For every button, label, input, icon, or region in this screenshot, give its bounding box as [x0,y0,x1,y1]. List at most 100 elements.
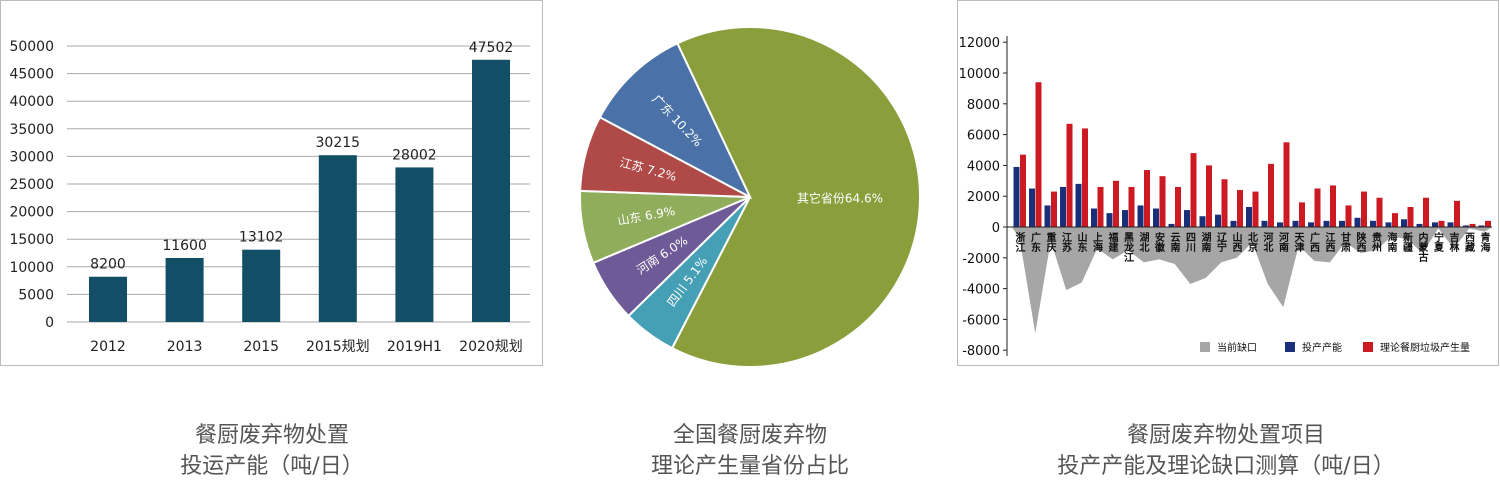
y-tick-label: -2000 [962,252,1000,267]
capacity-bar [1370,220,1376,227]
x-tick-label: 湖北 [1137,231,1149,253]
x-tick-label: 2012 [90,339,126,355]
capacity-bar [1029,188,1035,227]
theoretical-bar [1097,186,1104,227]
capacity-bar [1447,222,1454,227]
theoretical-bar [1361,191,1367,227]
x-tick-label: 2020规划 [459,339,523,355]
y-tick-label: 10000 [9,260,54,276]
capacity-bar [1292,220,1299,227]
capacity-bar [1416,223,1423,227]
pie-slice [598,41,753,200]
y-tick-label: 2000 [967,190,1000,205]
bar [318,155,357,322]
data-label: 30215 [316,135,361,151]
bar [242,249,281,322]
capacity-bar [1401,219,1407,227]
theoretical-bar [1113,180,1119,227]
caption-line: 餐厨废弃物处置 [194,423,349,448]
capacity-bar [1230,220,1237,227]
caption-line: 投产产能及理论缺口测算（吨/日） [1057,454,1395,479]
x-tick-label: 海南 [1385,231,1397,253]
legend-label: 当前缺口 [1217,341,1257,354]
y-tick-label: 25000 [9,177,54,193]
theoretical-bar [1144,170,1150,227]
capacity-bar [1354,217,1361,227]
capacity-bar [1277,222,1283,227]
theoretical-bar [1051,191,1057,227]
theoretical-bar [1392,213,1398,227]
theoretical-bar [1485,220,1491,227]
theoretical-bar [1330,185,1336,227]
theoretical-bar [1469,223,1476,227]
chart2-caption: 全国餐厨废弃物 理论产生量省份占比 [570,420,930,482]
capacity-bar [1385,222,1392,227]
pie-slice [670,26,921,368]
capacity-bar [1060,186,1066,227]
y-tick-label: -4000 [962,283,1000,298]
capacity-bar [1137,205,1144,227]
x-tick-label: 宁夏 [1432,231,1445,253]
theoretical-bar [1128,186,1135,227]
chart1-frame [0,0,543,366]
caption-line: 全国餐厨废弃物 [672,423,827,448]
x-tick-label: 四川 [1184,232,1197,253]
x-tick-label: 2015 [243,339,279,355]
capacity-bar [1463,225,1469,227]
x-tick-label: 2013 [167,339,203,355]
gap-area [1012,227,1493,334]
bar [395,167,434,322]
y-tick-label: 40000 [9,94,54,110]
x-tick-label: 天津 [1292,232,1304,253]
x-tick-label: 陕西 [1354,231,1366,253]
theoretical-bar [1299,202,1305,227]
theoretical-bar [1423,197,1429,227]
capacity-bar [1168,223,1175,227]
theoretical-bar [1283,142,1290,227]
x-tick-label: 福建 [1106,231,1119,253]
caption-line: 投运产能（吨/日） [180,454,364,479]
y-tick-label: 15000 [9,232,54,248]
chart3-frame [957,0,1499,366]
legend-label: 理论餐厨垃圾产生量 [1380,341,1470,354]
capacity-bar [1091,208,1097,227]
x-tick-label: 湖南 [1199,231,1211,253]
y-tick-label: 6000 [967,129,1000,144]
y-tick-label: 5000 [18,287,54,303]
x-tick-label: 安徽 [1153,231,1166,253]
y-tick-label: 4000 [967,159,1000,174]
theoretical-bar [1175,186,1181,227]
x-tick-label: 2019H1 [387,339,442,355]
capacity-bar [1106,213,1113,227]
data-label: 8200 [90,257,126,273]
theoretical-bar [1454,200,1460,227]
y-tick-label: 10000 [959,67,1000,82]
x-tick-label: 江西 [1323,231,1335,253]
y-tick-label: 8000 [967,98,1000,113]
x-tick-label: 黑龙江 [1122,232,1135,263]
x-tick-label: 河北 [1261,232,1273,253]
x-tick-label: 北京 [1246,231,1258,253]
capacity-bar [1432,222,1438,227]
x-tick-label: 广东 [1029,231,1041,253]
x-tick-label: 甘肃 [1339,231,1351,253]
x-tick-label: 浙江 [1013,231,1025,253]
x-tick-label: 新疆 [1401,231,1413,253]
y-tick-label: -8000 [962,344,1000,359]
slice-label: 其它省份64.6% [797,191,883,206]
data-label: 28002 [392,147,437,163]
x-tick-label: 云南 [1168,232,1180,253]
x-tick-label: 河南 [1277,232,1289,253]
bar [165,257,204,322]
y-tick-label: 50000 [9,39,54,55]
x-tick-label: 内蒙古 [1416,231,1428,263]
theoretical-bar [1376,197,1383,227]
theoretical-bar [1190,153,1197,227]
theoretical-bar [1252,191,1259,227]
x-tick-label: 2015规划 [306,339,370,355]
data-label: 13102 [239,230,284,246]
x-tick-label: 重庆 [1044,231,1057,253]
x-tick-label: 青海 [1478,231,1490,253]
x-tick-label: 吉林 [1447,231,1459,253]
